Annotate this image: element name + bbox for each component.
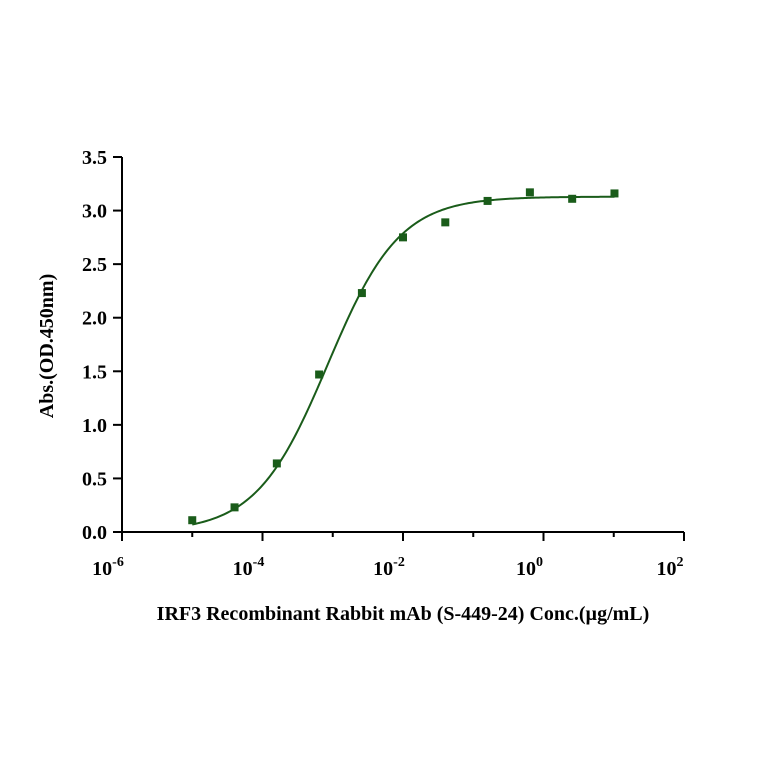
data-point	[441, 218, 450, 227]
y-tick-label: 2.5	[82, 254, 107, 276]
data-point	[188, 516, 197, 525]
data-point	[357, 289, 366, 298]
data-point	[272, 459, 281, 468]
data-point	[610, 189, 619, 198]
fit-curve	[192, 195, 615, 526]
axes	[121, 157, 684, 533]
x-tick-label: 10-6	[92, 555, 124, 580]
data-point	[315, 370, 324, 379]
data-point	[525, 188, 534, 197]
y-tick-label: 0.5	[82, 468, 107, 490]
data-point	[568, 194, 577, 203]
x-tick-label: 10-2	[373, 555, 405, 580]
x-tick-label: 10-4	[233, 555, 265, 580]
x-tick-label: 100	[516, 555, 543, 580]
y-ticks: 0.0 0.5 1.0 1.5 2.0 2.5 3.0 3.5	[82, 147, 122, 544]
y-tick-label: 1.0	[82, 415, 107, 437]
data-point	[399, 233, 407, 242]
data-point	[483, 196, 492, 205]
fit-curve-layer	[192, 195, 615, 526]
y-tick-label: 3.5	[82, 147, 107, 169]
x-axis-title: IRF3 Recombinant Rabbit mAb (S-449-24) C…	[157, 603, 650, 625]
data-points-layer	[188, 188, 619, 525]
y-axis-title: Abs.(OD.450nm)	[36, 274, 58, 418]
x-tick-label: 102	[657, 555, 684, 580]
y-tick-label: 3.0	[82, 201, 107, 223]
y-tick-label: 1.5	[82, 361, 107, 383]
y-tick-label: 0.0	[82, 522, 107, 544]
data-point	[230, 503, 239, 512]
x-ticks: 10-6 10-4 10-2 100 102	[92, 532, 685, 580]
y-tick-label: 2.0	[82, 308, 107, 330]
